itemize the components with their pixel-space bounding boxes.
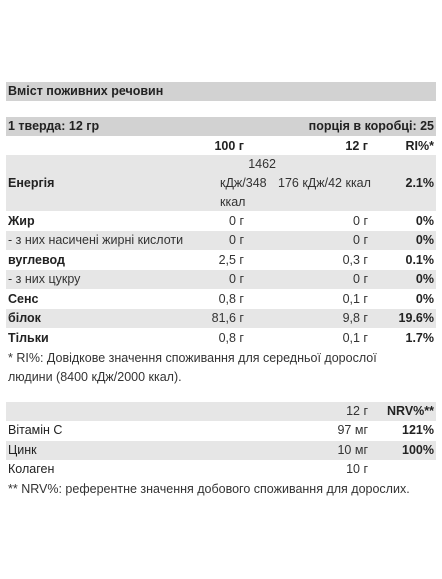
vitamin-amount: 10 г bbox=[346, 462, 368, 476]
nutrient-100g: 81,6 г bbox=[211, 311, 244, 325]
nutrient-ri: 0% bbox=[415, 272, 434, 286]
column-header-row: 100 г 12 г RI%* bbox=[6, 138, 436, 155]
vitamin-amount: 97 мг bbox=[337, 423, 368, 437]
vitamin-amount: 10 мг bbox=[337, 443, 368, 457]
vitamins-header-amount: 12 г bbox=[346, 404, 368, 418]
nutrient-label: - з них насичені жирні кислоти bbox=[8, 233, 184, 247]
ri-footnote-line1: * RI%: Довідкове значення споживання для… bbox=[8, 351, 377, 365]
nutrient-12g: 0 г bbox=[353, 272, 368, 286]
vitamin-nrv: 121% bbox=[402, 423, 434, 437]
nutrient-ri: 0% bbox=[415, 292, 434, 306]
nutrient-label: Сенс bbox=[8, 292, 39, 306]
table-row: Вітамін С 97 мг 121% bbox=[6, 421, 436, 440]
nutrient-ri: 0.1% bbox=[405, 253, 435, 267]
nutrient-label: білок bbox=[8, 311, 41, 325]
nrv-footnote: ** NRV%: референтне значення добового сп… bbox=[8, 482, 410, 496]
header-ri: RI%* bbox=[405, 139, 434, 153]
nutrient-12g: 0 г bbox=[353, 233, 368, 247]
energy-100g-kj: 1462 bbox=[248, 157, 276, 171]
nutrient-100g: 0 г bbox=[229, 214, 244, 228]
nutrient-ri: 0% bbox=[415, 233, 434, 247]
nutrient-12g: 0,3 г bbox=[342, 253, 368, 267]
vitamin-label: Цинк bbox=[8, 443, 37, 457]
table-row: вуглевод 2,5 г 0,3 г 0.1% bbox=[6, 251, 436, 270]
table-row: - з них насичені жирні кислоти 0 г 0 г 0… bbox=[6, 231, 436, 250]
energy-row: Енергія 1462 кДж/348 ккал 176 кДж/42 кка… bbox=[6, 155, 436, 211]
energy-100g-kcal: ккал bbox=[220, 195, 246, 209]
nutrient-100g: 0,8 г bbox=[218, 331, 244, 345]
vitamins-header-row: 12 г NRV%** bbox=[6, 402, 436, 421]
header-100g: 100 г bbox=[214, 139, 244, 153]
ri-footnote-line2: людини (8400 кДж/2000 ккал). bbox=[8, 370, 182, 384]
table-row: Сенс 0,8 г 0,1 г 0% bbox=[6, 290, 436, 309]
table-row: Тільки 0,8 г 0,1 г 1.7% bbox=[6, 329, 436, 348]
energy-label: Енергія bbox=[8, 176, 55, 190]
table-row: Жир 0 г 0 г 0% bbox=[6, 212, 436, 231]
servings-per-box: порція в коробці: 25 bbox=[308, 119, 434, 133]
table-row: Цинк 10 мг 100% bbox=[6, 441, 436, 460]
nutrient-ri: 1.7% bbox=[405, 331, 435, 345]
nutrient-12g: 0 г bbox=[353, 214, 368, 228]
header-12g: 12 г bbox=[345, 139, 368, 153]
table-row: - з них цукру 0 г 0 г 0% bbox=[6, 270, 436, 289]
nutrient-12g: 0,1 г bbox=[342, 331, 368, 345]
energy-100g-kj-kcal: кДж/348 bbox=[220, 176, 267, 190]
vitamin-label: Колаген bbox=[8, 462, 55, 476]
nutrient-100g: 0,8 г bbox=[218, 292, 244, 306]
energy-12g: 176 кДж/42 ккал bbox=[278, 176, 371, 190]
nutrient-label: - з них цукру bbox=[8, 272, 81, 286]
nutrient-label: вуглевод bbox=[8, 253, 65, 267]
nutrient-12g: 0,1 г bbox=[342, 292, 368, 306]
table-row: Колаген 10 г bbox=[6, 460, 436, 479]
table-title: Вміст поживних речовин bbox=[6, 82, 436, 101]
serving-size: 1 тверда: 12 гр bbox=[8, 119, 100, 133]
nutrient-100g: 0 г bbox=[229, 272, 244, 286]
vitamin-nrv: 100% bbox=[402, 443, 434, 457]
nutrient-100g: 2,5 г bbox=[218, 253, 244, 267]
vitamin-label: Вітамін С bbox=[8, 423, 63, 437]
portion-bar: 1 тверда: 12 гр порція в коробці: 25 bbox=[6, 117, 436, 136]
nutrient-100g: 0 г bbox=[229, 233, 244, 247]
energy-ri: 2.1% bbox=[405, 176, 435, 190]
nutrient-12g: 9,8 г bbox=[342, 311, 368, 325]
nutrient-label: Тільки bbox=[8, 331, 49, 345]
nutrient-label: Жир bbox=[8, 214, 35, 228]
vitamins-header-nrv: NRV%** bbox=[386, 404, 434, 418]
nutrient-ri: 0% bbox=[415, 214, 434, 228]
table-row: білок 81,6 г 9,8 г 19.6% bbox=[6, 309, 436, 328]
nutrient-ri: 19.6% bbox=[398, 311, 434, 325]
